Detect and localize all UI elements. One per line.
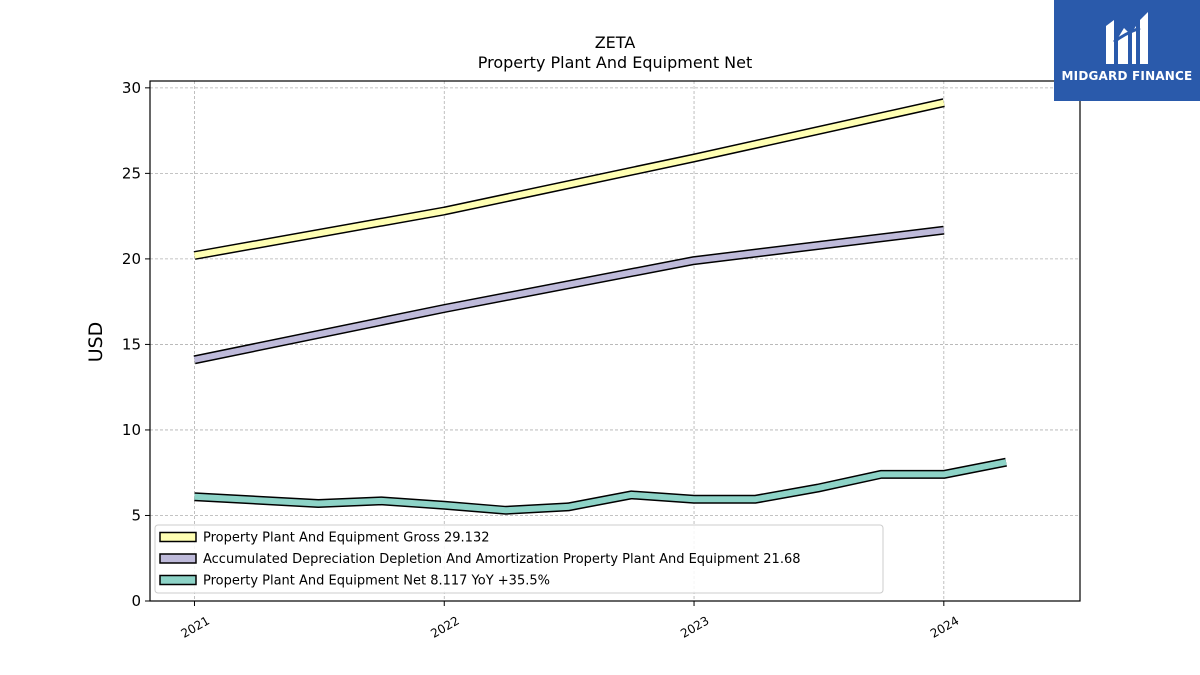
legend-label: Property Plant And Equipment Net 8.117 Y…: [203, 574, 550, 589]
y-tick-label: 15: [122, 335, 141, 353]
series-group: [193, 98, 1007, 515]
legend-label: Accumulated Depreciation Depletion And A…: [203, 552, 801, 567]
brand-name: MIDGARD FINANCE: [1061, 69, 1193, 83]
legend-swatch: [159, 531, 197, 543]
x-tick-label: 2021: [179, 613, 212, 640]
series-line-outline: [193, 225, 945, 365]
y-tick-label: 30: [122, 79, 141, 97]
y-axis: 0 5 10 15 20 25 30: [122, 79, 150, 610]
x-tick-label: 2024: [928, 613, 961, 640]
series-line-2: [193, 227, 945, 363]
brand-logo: MIDGARD FINANCE: [1054, 0, 1200, 101]
series-line-1: [193, 99, 945, 259]
y-tick-label: 0: [131, 592, 141, 610]
y-tick-label: 20: [122, 250, 141, 268]
y-tick-label: 10: [122, 421, 141, 439]
legend-swatch: [159, 553, 197, 564]
legend-box: [154, 524, 884, 594]
y-tick-label: 25: [122, 164, 141, 182]
y-tick-label: 5: [131, 506, 141, 524]
x-tick-label: 2023: [678, 613, 711, 640]
chart-title: ZETA: [595, 33, 636, 52]
chart-subtitle: Property Plant And Equipment Net: [478, 53, 753, 72]
series-line-3: [194, 459, 1007, 514]
y-axis-label: USD: [85, 322, 107, 363]
x-axis: 2021 2022 2023 2024: [179, 601, 961, 641]
legend: Property Plant And Equipment Gross 29.13…: [154, 524, 884, 594]
plot-frame: [149, 80, 1081, 602]
x-tick-label: 2022: [428, 613, 461, 640]
legend-label: Property Plant And Equipment Gross 29.13…: [203, 531, 490, 546]
midgard-logo-icon: [1106, 12, 1148, 64]
legend-swatch: [159, 574, 197, 586]
